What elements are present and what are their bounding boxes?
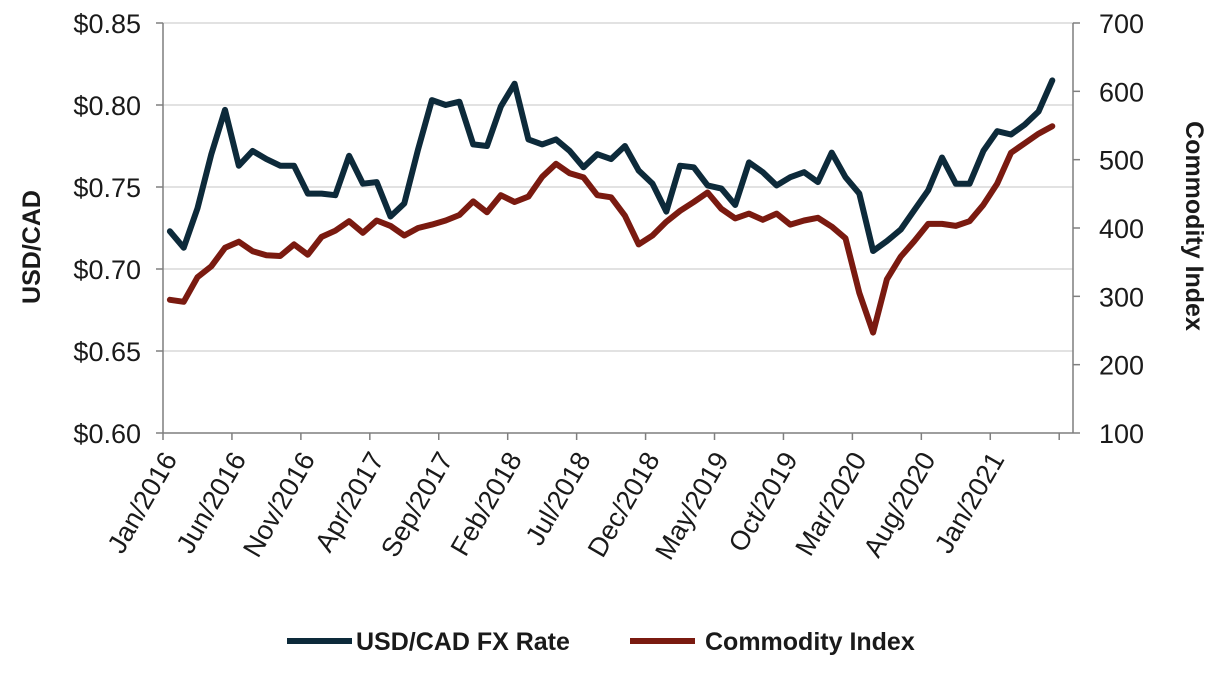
y-tick-label-right: 400 bbox=[1099, 214, 1144, 244]
y-axis-title-right: Commodity Index bbox=[1180, 121, 1208, 331]
y-tick-label-left: $0.80 bbox=[73, 91, 141, 121]
y-tick-label-right: 100 bbox=[1099, 419, 1144, 449]
y-tick-label-right: 700 bbox=[1099, 9, 1144, 39]
y-tick-label-left: $0.70 bbox=[73, 255, 141, 285]
y-tick-label-left: $0.65 bbox=[73, 337, 141, 367]
legend-label-commodity: Commodity Index bbox=[705, 628, 915, 656]
y-tick-label-right: 600 bbox=[1099, 77, 1144, 107]
y-tick-label-right: 500 bbox=[1099, 146, 1144, 176]
y-tick-label-left: $0.85 bbox=[73, 9, 141, 39]
series-line-usdcad bbox=[166, 77, 1056, 254]
tick-labels: $0.60 $0.65 $0.70 $0.75 $0.80 $0.85 100 200 300 4… bbox=[73, 9, 1144, 565]
legend: USD/CAD FX Rate Commodity Index bbox=[287, 628, 915, 656]
y-tick-label-left: $0.60 bbox=[73, 419, 141, 449]
x-tick-label: Apr/2017 bbox=[309, 447, 390, 557]
legend-label-usdcad: USD/CAD FX Rate bbox=[356, 628, 570, 656]
gridlines bbox=[163, 22, 1073, 352]
axes bbox=[156, 22, 1080, 440]
x-tick-label: Jan/2021 bbox=[929, 447, 1011, 558]
y-tick-label-left: $0.75 bbox=[73, 173, 141, 203]
x-tick-label: Jul/2018 bbox=[520, 447, 597, 550]
x-tick-label: Oct/2019 bbox=[723, 447, 804, 557]
series-line-commodity bbox=[166, 123, 1056, 336]
y-axis-title-left: USD/CAD bbox=[18, 190, 46, 304]
y-tick-label-right: 200 bbox=[1099, 351, 1144, 381]
y-tick-label-right: 300 bbox=[1099, 282, 1144, 312]
series-lines bbox=[166, 77, 1056, 336]
